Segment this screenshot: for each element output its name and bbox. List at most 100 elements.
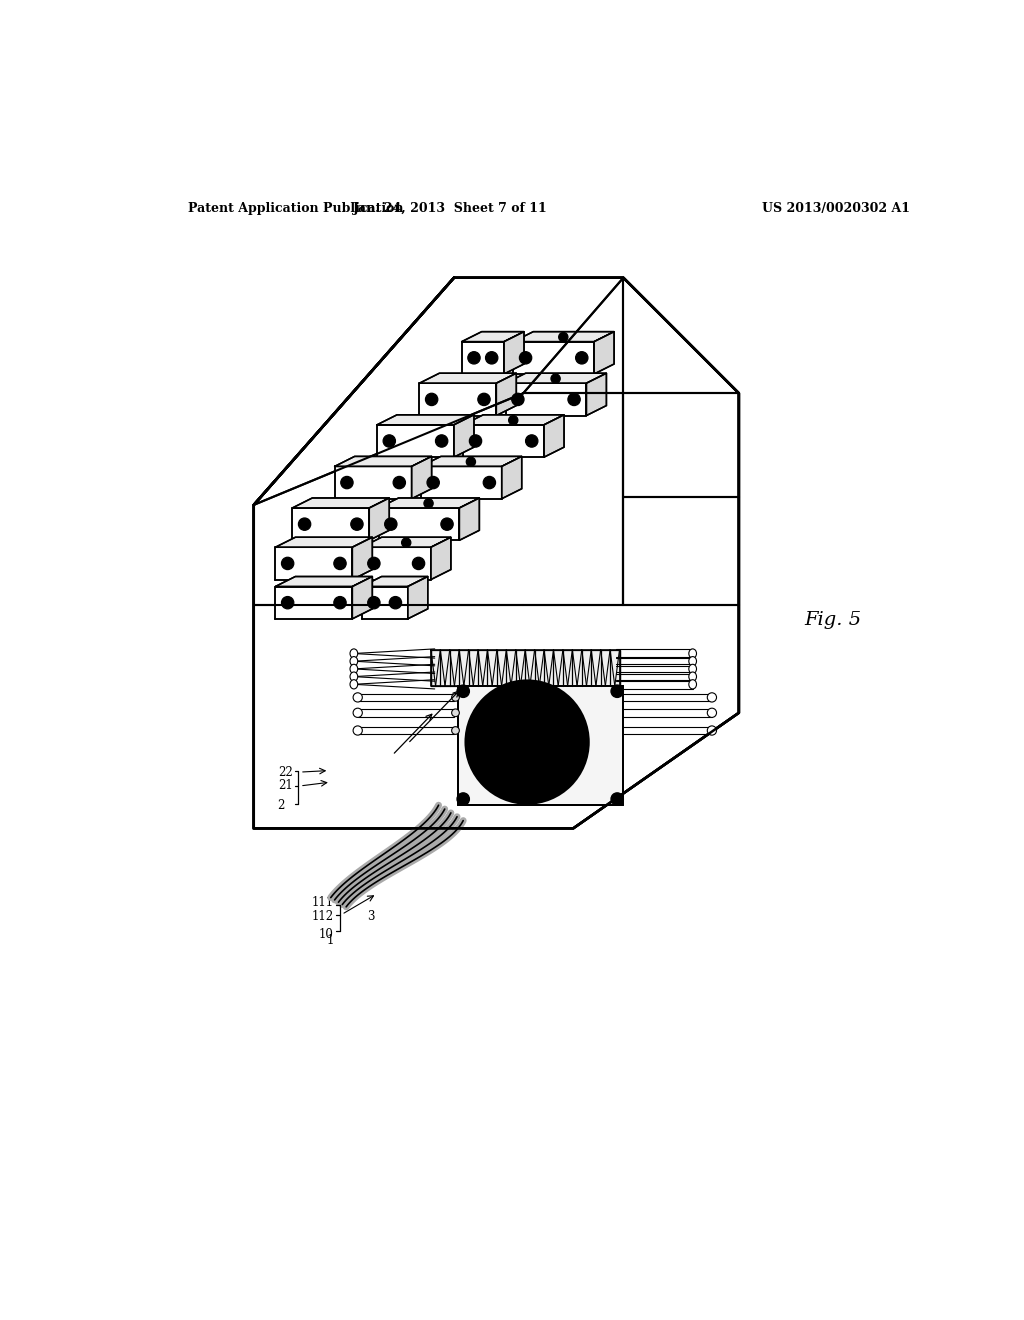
Polygon shape <box>275 586 352 619</box>
Polygon shape <box>408 577 428 619</box>
Circle shape <box>282 597 294 609</box>
Circle shape <box>485 351 498 364</box>
Circle shape <box>354 521 360 527</box>
Circle shape <box>441 517 454 531</box>
Circle shape <box>337 599 343 606</box>
Circle shape <box>371 599 377 606</box>
Circle shape <box>469 459 473 465</box>
Text: Jan. 24, 2013  Sheet 7 of 11: Jan. 24, 2013 Sheet 7 of 11 <box>352 202 548 215</box>
Polygon shape <box>275 537 373 548</box>
Polygon shape <box>292 498 389 508</box>
Polygon shape <box>506 383 587 416</box>
Ellipse shape <box>350 656 357 665</box>
Ellipse shape <box>689 672 696 681</box>
Circle shape <box>481 396 487 403</box>
Circle shape <box>472 438 478 444</box>
Circle shape <box>579 355 585 360</box>
Circle shape <box>383 434 395 447</box>
Circle shape <box>444 521 451 527</box>
Text: 3: 3 <box>367 909 375 923</box>
Circle shape <box>571 396 578 403</box>
Text: Patent Application Publication: Patent Application Publication <box>188 202 403 215</box>
Polygon shape <box>419 383 497 416</box>
Polygon shape <box>361 586 408 619</box>
Polygon shape <box>379 498 479 508</box>
Circle shape <box>512 393 524 405</box>
Polygon shape <box>506 374 606 383</box>
Ellipse shape <box>350 664 357 673</box>
Polygon shape <box>463 414 564 425</box>
Circle shape <box>553 376 558 381</box>
Text: 10: 10 <box>318 928 334 941</box>
Circle shape <box>568 393 581 405</box>
Text: 112: 112 <box>311 909 334 923</box>
Polygon shape <box>463 425 544 457</box>
Circle shape <box>510 725 544 759</box>
Text: US 2013/0020302 A1: US 2013/0020302 A1 <box>762 202 910 215</box>
Circle shape <box>561 335 565 339</box>
Circle shape <box>389 597 401 609</box>
Text: Fig. 5: Fig. 5 <box>804 611 861 630</box>
Circle shape <box>611 793 624 805</box>
Circle shape <box>416 560 422 566</box>
Circle shape <box>525 434 538 447</box>
Polygon shape <box>460 498 479 540</box>
Ellipse shape <box>708 693 717 702</box>
Circle shape <box>478 393 490 405</box>
Circle shape <box>388 521 394 527</box>
Polygon shape <box>335 466 412 499</box>
Ellipse shape <box>350 649 357 659</box>
Ellipse shape <box>452 693 460 701</box>
Polygon shape <box>254 277 739 829</box>
Polygon shape <box>335 457 432 466</box>
Circle shape <box>413 557 425 570</box>
Circle shape <box>368 597 380 609</box>
Circle shape <box>488 355 495 360</box>
Circle shape <box>426 502 431 506</box>
Circle shape <box>371 560 377 566</box>
Circle shape <box>515 396 521 403</box>
Circle shape <box>385 517 397 531</box>
Text: 21: 21 <box>279 779 293 792</box>
Ellipse shape <box>689 656 696 665</box>
Circle shape <box>522 355 528 360</box>
Polygon shape <box>352 537 373 579</box>
Ellipse shape <box>689 649 696 659</box>
Polygon shape <box>370 498 389 540</box>
Polygon shape <box>419 374 516 383</box>
Polygon shape <box>497 374 516 416</box>
Circle shape <box>344 479 350 486</box>
Polygon shape <box>513 342 594 374</box>
Ellipse shape <box>353 726 362 735</box>
Text: 1: 1 <box>327 935 334 948</box>
Ellipse shape <box>353 708 362 718</box>
Circle shape <box>483 477 496 488</box>
Circle shape <box>469 434 481 447</box>
Ellipse shape <box>452 726 460 734</box>
Circle shape <box>468 351 480 364</box>
Text: 111: 111 <box>311 896 334 908</box>
Text: 2: 2 <box>278 800 285 813</box>
Circle shape <box>396 479 402 486</box>
Polygon shape <box>421 457 521 466</box>
Circle shape <box>334 557 346 570</box>
Circle shape <box>575 351 588 364</box>
Circle shape <box>401 539 411 548</box>
Ellipse shape <box>353 693 362 702</box>
Circle shape <box>427 477 439 488</box>
Circle shape <box>551 374 560 383</box>
Circle shape <box>511 418 515 422</box>
Circle shape <box>282 557 294 570</box>
Circle shape <box>392 599 398 606</box>
Circle shape <box>301 521 307 527</box>
Polygon shape <box>361 577 428 586</box>
Polygon shape <box>275 577 373 586</box>
Polygon shape <box>431 649 620 686</box>
Circle shape <box>424 499 433 508</box>
Ellipse shape <box>708 708 717 718</box>
Polygon shape <box>462 342 504 374</box>
Circle shape <box>457 793 469 805</box>
Polygon shape <box>462 331 524 342</box>
Polygon shape <box>377 414 474 425</box>
Polygon shape <box>379 508 460 540</box>
